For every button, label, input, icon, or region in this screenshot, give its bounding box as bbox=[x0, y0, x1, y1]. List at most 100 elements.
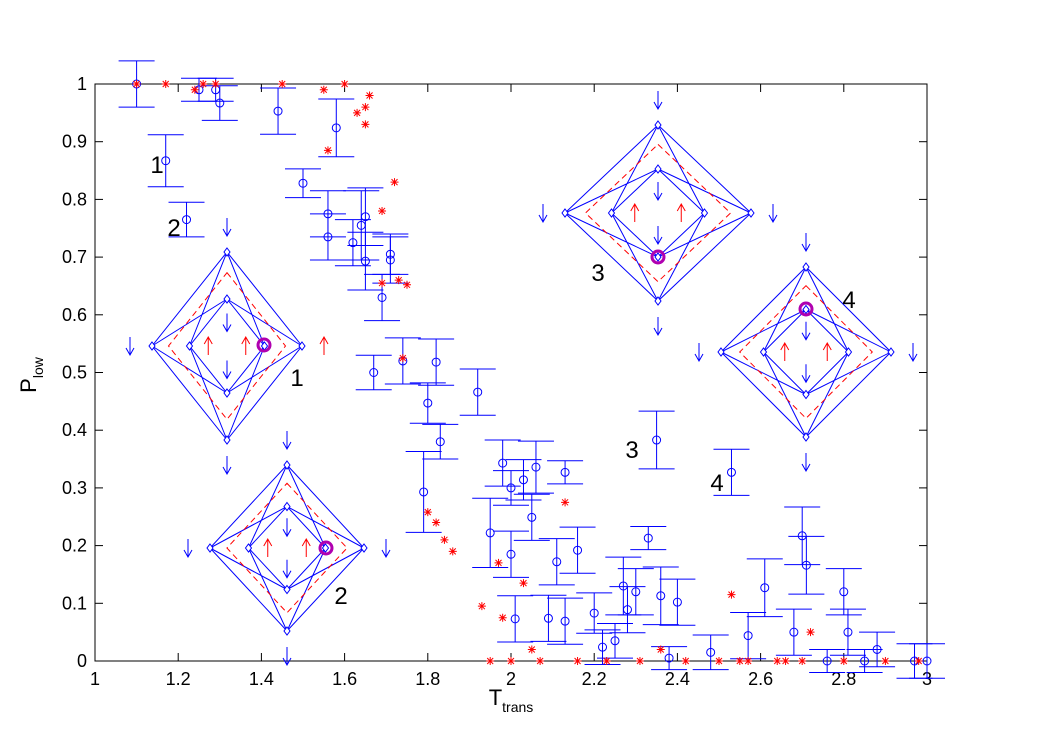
inset-links bbox=[209, 464, 365, 632]
point bbox=[506, 549, 516, 559]
point bbox=[510, 614, 520, 624]
point bbox=[781, 657, 790, 665]
arrow bbox=[801, 233, 811, 253]
point bbox=[378, 279, 387, 288]
point bbox=[369, 368, 379, 377]
point bbox=[797, 531, 807, 541]
point bbox=[211, 80, 220, 88]
error-bar bbox=[825, 568, 862, 616]
error-bar bbox=[418, 338, 455, 386]
point bbox=[377, 292, 387, 302]
inset-vertex bbox=[700, 208, 709, 218]
point bbox=[360, 212, 370, 222]
point bbox=[589, 608, 599, 618]
y-tick-label: 0.5 bbox=[62, 363, 87, 383]
inset-vertex bbox=[185, 341, 194, 351]
point bbox=[652, 435, 662, 445]
point bbox=[635, 657, 644, 665]
highlight bbox=[318, 540, 334, 556]
point bbox=[801, 560, 811, 570]
error-bar bbox=[513, 493, 550, 541]
point bbox=[435, 437, 445, 447]
point bbox=[485, 528, 495, 538]
inset-vertex bbox=[283, 501, 291, 512]
point bbox=[881, 657, 890, 665]
inset-vertex bbox=[148, 341, 156, 351]
point bbox=[518, 475, 528, 485]
point bbox=[199, 80, 208, 88]
point bbox=[744, 657, 753, 665]
inset-label: 1 bbox=[290, 365, 303, 392]
annotation: 1 bbox=[150, 152, 163, 179]
inset-dashed bbox=[584, 143, 732, 283]
error-bar bbox=[405, 451, 442, 533]
inset-vertex bbox=[206, 543, 214, 553]
x-tick-label: 1.4 bbox=[249, 669, 274, 689]
error-bar bbox=[559, 526, 596, 574]
point bbox=[477, 602, 486, 611]
point bbox=[486, 657, 495, 665]
y-tick-label: 0.8 bbox=[62, 189, 87, 209]
arrow bbox=[222, 360, 232, 380]
point bbox=[423, 508, 432, 517]
inset-vertex bbox=[759, 347, 768, 357]
error-bar bbox=[409, 382, 446, 424]
error-bar bbox=[630, 526, 667, 551]
point bbox=[773, 657, 782, 665]
point bbox=[727, 590, 736, 599]
annotation: 3 bbox=[625, 437, 638, 464]
arrow bbox=[222, 456, 232, 476]
point bbox=[498, 458, 508, 468]
inset-vertex bbox=[283, 584, 291, 595]
inset-links bbox=[564, 124, 752, 302]
point bbox=[182, 215, 192, 225]
y-label-sub: low bbox=[30, 356, 46, 378]
point bbox=[448, 547, 457, 556]
y-tick-label: 0.9 bbox=[62, 132, 87, 152]
error-bar bbox=[547, 597, 584, 645]
x-label-main: T bbox=[489, 685, 502, 710]
arrow bbox=[653, 226, 663, 246]
y-tick-label: 0.4 bbox=[62, 420, 87, 440]
point bbox=[743, 631, 753, 641]
error-bar bbox=[775, 608, 812, 656]
x-tick-label: 1.8 bbox=[415, 669, 440, 689]
error-bar bbox=[576, 592, 613, 634]
point bbox=[664, 653, 674, 663]
point bbox=[340, 80, 349, 88]
point bbox=[190, 85, 199, 94]
inset-vertex bbox=[654, 252, 662, 262]
point bbox=[473, 387, 483, 397]
point bbox=[598, 642, 608, 652]
x-tick-label: 2 bbox=[506, 669, 516, 689]
point bbox=[726, 467, 736, 477]
point bbox=[507, 657, 515, 665]
point bbox=[656, 591, 666, 601]
arrow bbox=[282, 647, 292, 667]
point bbox=[672, 597, 682, 607]
point bbox=[839, 587, 849, 597]
error-bar bbox=[617, 568, 654, 616]
point bbox=[560, 616, 570, 626]
arrow bbox=[282, 559, 292, 579]
error-bar bbox=[422, 423, 459, 460]
error-bar bbox=[788, 535, 825, 595]
point bbox=[622, 605, 632, 615]
error-bar bbox=[147, 134, 184, 188]
error-bar bbox=[459, 368, 496, 416]
point bbox=[365, 91, 374, 100]
arrow bbox=[222, 313, 232, 333]
arrow bbox=[538, 204, 548, 224]
y-label-main: P bbox=[16, 378, 41, 393]
point bbox=[423, 398, 433, 408]
arrow bbox=[222, 218, 232, 238]
arrow bbox=[653, 317, 663, 337]
error-bar bbox=[347, 231, 384, 291]
point bbox=[715, 657, 723, 665]
point bbox=[610, 636, 620, 646]
y-tick-label: 0 bbox=[77, 651, 87, 671]
point bbox=[348, 238, 358, 248]
y-tick-label: 0.7 bbox=[62, 247, 87, 267]
inset-vertex bbox=[223, 388, 231, 398]
inset-links bbox=[720, 266, 892, 438]
